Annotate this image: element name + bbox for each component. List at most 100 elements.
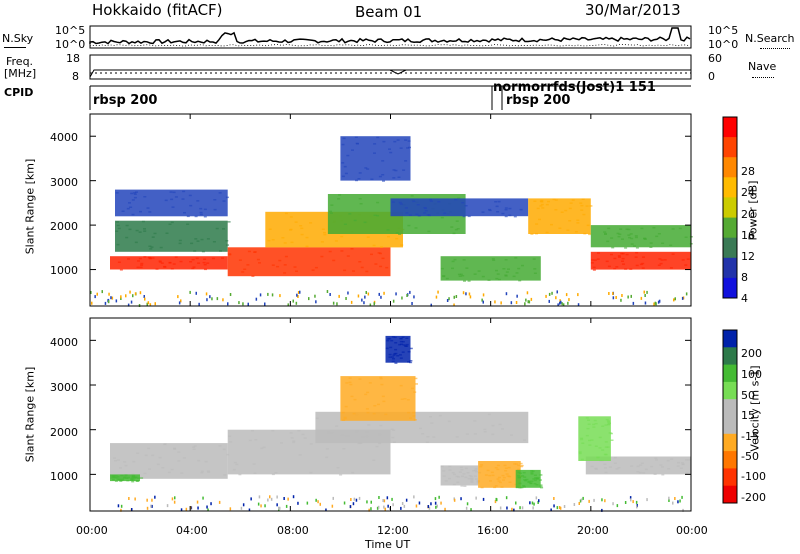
power-speckle-9-15	[552, 198, 556, 201]
power-ground-104	[530, 297, 533, 301]
velocity-speckle-8-12	[604, 424, 608, 426]
power-speckle-0-6	[127, 258, 130, 260]
power-speckle-1-17	[128, 228, 132, 231]
velocity-speckle-3-11	[350, 395, 354, 398]
velocity-ground-70	[440, 501, 442, 505]
velocity-speckle-9-21	[401, 341, 405, 343]
velocity-speckle-5-24	[490, 471, 494, 474]
velocity-speckle-7-22	[630, 465, 634, 467]
power-speckle-3-29	[346, 255, 350, 257]
power-speckle-6-24	[392, 169, 396, 171]
velocity-ground-44	[383, 505, 385, 509]
velocity-speckle-0-27	[180, 472, 184, 474]
power-speckle-5-20	[337, 198, 341, 200]
power-ground-50	[545, 294, 547, 298]
power-speckle-0-31	[119, 269, 123, 271]
power-ground-129	[315, 300, 317, 304]
velocity-speckle-3-20	[352, 412, 356, 415]
velocity-speckle-6-12	[533, 483, 537, 485]
velocity-ground-123	[386, 496, 389, 500]
power-speckle-0-14	[139, 266, 143, 269]
velocity-speckle-9-30	[386, 339, 390, 342]
velocity-ground-69	[434, 497, 437, 501]
power-speckle-8-13	[533, 272, 537, 274]
velocity-speckle-2-7	[355, 430, 359, 433]
velocity-ground-125	[285, 504, 288, 508]
power-ground-142	[525, 298, 527, 302]
velocity-ground-109	[495, 497, 497, 501]
velocity-ground-111	[352, 502, 355, 506]
power-ground-124	[685, 292, 688, 296]
power-ground-74	[494, 300, 496, 304]
power-speckle-7-16	[417, 215, 421, 217]
velocity-speckle-10-16	[120, 474, 124, 477]
power-ground-119	[640, 296, 643, 300]
power-speckle-8-38	[497, 278, 501, 281]
power-speckle-8-4	[517, 267, 521, 270]
velocity-ground-82	[511, 507, 513, 511]
power-speckle-9-39	[580, 204, 584, 207]
power-speckle-11-15	[611, 246, 615, 249]
velocity-speckle-2-2	[465, 433, 469, 435]
power-ground-25	[392, 299, 395, 303]
velocity-speckle-2-33	[491, 424, 495, 427]
velocity-speckle-4-21	[464, 467, 468, 470]
velocity-ground-54	[128, 497, 130, 500]
velocity-speckle-3-17	[411, 387, 414, 390]
xtick-0: 00:00	[76, 524, 108, 537]
velocity-speckle-1-31	[342, 448, 346, 450]
velocity-speckle-3-30	[377, 403, 380, 406]
power-region-10	[590, 251, 691, 270]
velocity-ground-14	[146, 498, 148, 502]
power-speckle-2-5	[128, 202, 131, 204]
velocity-speckle-4-26	[455, 475, 459, 478]
power-speckle-5-34	[398, 233, 402, 235]
power-speckle-6-14	[342, 137, 346, 140]
power-speckle-6-36	[357, 178, 361, 180]
velocity-speckle-5-38	[500, 486, 504, 488]
power-ground-70	[567, 301, 569, 305]
power-speckle-7-37	[496, 211, 500, 213]
velocity-speckle-1-19	[375, 445, 379, 448]
velocity-speckle-9-1	[394, 348, 398, 351]
power-speckle-10-20	[593, 259, 597, 261]
power-speckle-7-0	[501, 212, 505, 215]
power-speckle-10-34	[663, 259, 667, 261]
velocity-speckle-3-19	[344, 405, 348, 408]
freq-tick-top: 18	[66, 52, 80, 65]
power-ground-133	[630, 294, 632, 298]
velocity-speckle-0-2	[151, 454, 155, 457]
velocity-speckle-8-18	[601, 425, 605, 427]
velocity-speckle-0-38	[197, 459, 201, 462]
power-speckle-7-30	[429, 200, 433, 202]
power-speckle-9-25	[583, 232, 587, 235]
power-cbar-tick-12: 12	[741, 250, 755, 263]
velocity-speckle-6-38	[517, 475, 520, 477]
power-speckle-5-14	[410, 195, 414, 197]
power-ground-24	[255, 297, 258, 301]
power-speckle-10-4	[605, 260, 609, 263]
power-speckle-5-37	[338, 194, 342, 196]
velocity-speckle-0-36	[218, 445, 222, 447]
velocity-speckle-4-1	[470, 480, 474, 482]
power-ground-49	[401, 296, 403, 300]
velocity-speckle-7-12	[603, 463, 607, 465]
power-speckle-9-35	[540, 201, 544, 203]
velocity-speckle-9-18	[398, 343, 402, 346]
velocity-speckle-6-34	[522, 486, 526, 488]
power-speckle-7-24	[488, 208, 491, 211]
velocity-ground-157	[556, 506, 559, 510]
velocity-speckle-2-25	[523, 439, 526, 441]
power-speckle-11-16	[655, 235, 659, 238]
velocity-ground-15	[482, 497, 485, 501]
power-region-8	[440, 256, 541, 281]
power-speckle-11-8	[625, 228, 629, 230]
velocity-ground-110	[120, 508, 122, 512]
velocity-speckle-4-6	[440, 465, 444, 468]
velocity-ground-154	[269, 495, 271, 499]
power-ground-112	[481, 298, 483, 302]
power-speckle-11-21	[616, 232, 620, 235]
power-speckle-6-23	[407, 140, 411, 142]
power-speckle-11-37	[618, 233, 622, 235]
power-speckle-0-0	[138, 257, 142, 260]
